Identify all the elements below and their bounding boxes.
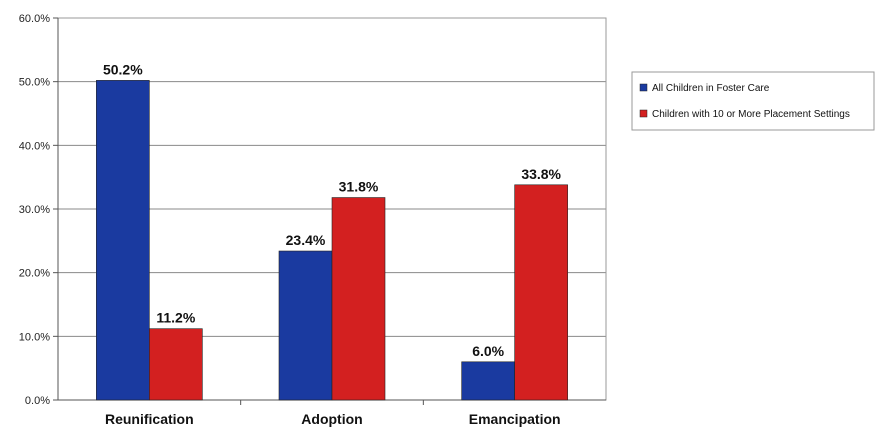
legend-label: All Children in Foster Care (652, 83, 770, 94)
bars (96, 80, 568, 401)
data-label: 23.4% (286, 232, 326, 248)
legend-swatch (639, 109, 648, 118)
y-tick-label: 30.0% (19, 204, 50, 216)
bar (331, 197, 386, 401)
bar (278, 250, 333, 401)
data-label: 31.8% (339, 179, 379, 195)
data-label: 11.2% (156, 310, 195, 326)
data-labels: 50.2% 11.2% 23.4% 31.8% 6.0% 33.8% (103, 61, 562, 358)
legend-label: Children with 10 or More Placement Setti… (652, 109, 850, 120)
bar (96, 80, 150, 401)
y-tick-label: 10.0% (19, 331, 50, 343)
legend-box (631, 71, 875, 131)
y-tick-label: 40.0% (19, 140, 50, 152)
y-tick-label: 0.0% (25, 395, 50, 407)
bar (149, 328, 203, 401)
legend: All Children in Foster Care Children with… (631, 71, 875, 131)
x-tick-label: Adoption (301, 411, 362, 427)
legend-swatch (639, 83, 648, 92)
y-tick-label: 20.0% (19, 268, 50, 280)
bar (514, 184, 568, 401)
data-label: 6.0% (472, 343, 504, 359)
x-tick-label: Reunification (105, 411, 194, 427)
y-tick-label: 50.0% (19, 77, 50, 89)
data-label: 33.8% (521, 166, 561, 182)
bar (461, 361, 515, 401)
x-tick-label: Emancipation (469, 411, 561, 427)
data-label: 50.2% (103, 61, 143, 77)
y-tick-label: 60.0% (19, 13, 50, 25)
